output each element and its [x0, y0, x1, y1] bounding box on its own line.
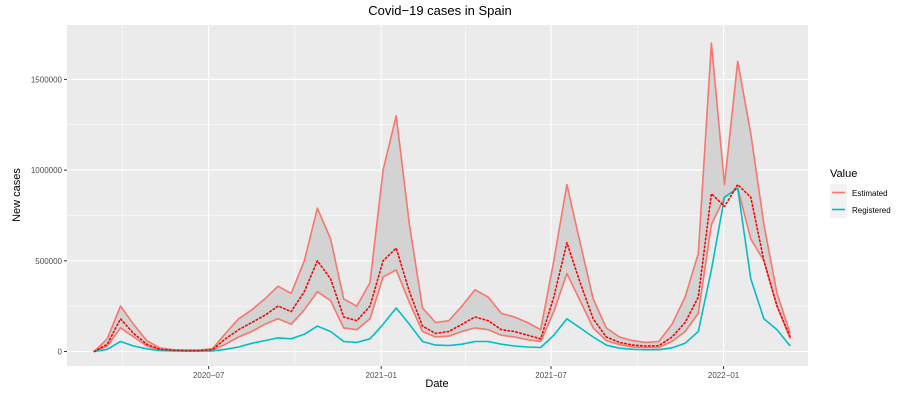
series-layer — [93, 42, 791, 353]
x-tick-label: 2021−07 — [535, 371, 567, 380]
y-tick-label: 500000 — [35, 257, 62, 266]
chart-title: Covid−19 cases in Spain — [368, 3, 511, 18]
y-axis-title: New cases — [11, 168, 23, 222]
legend-title: Value — [830, 168, 857, 180]
legend-label-estimated: Estimated — [852, 189, 888, 198]
legend-label-registered: Registered — [852, 206, 891, 215]
series-line-estimated-upper — [93, 42, 791, 353]
series-line-estimated-central — [93, 183, 791, 353]
y-axis: 0 500000 1000000 1500000 — [31, 75, 67, 356]
x-tick-label: 2022−01 — [708, 371, 740, 380]
series-line-registered — [94, 187, 791, 353]
x-axis-title: Date — [425, 378, 448, 390]
legend: Value Estimated Registered — [830, 168, 891, 218]
x-axis: 2020−07 2021−01 2021−07 2022−01 — [193, 366, 740, 380]
y-tick-label: 1500000 — [31, 75, 63, 84]
x-tick-label: 2021−01 — [366, 371, 398, 380]
y-tick-label: 0 — [58, 347, 63, 356]
x-tick-label: 2020−07 — [193, 371, 225, 380]
y-tick-label: 1000000 — [31, 166, 63, 175]
